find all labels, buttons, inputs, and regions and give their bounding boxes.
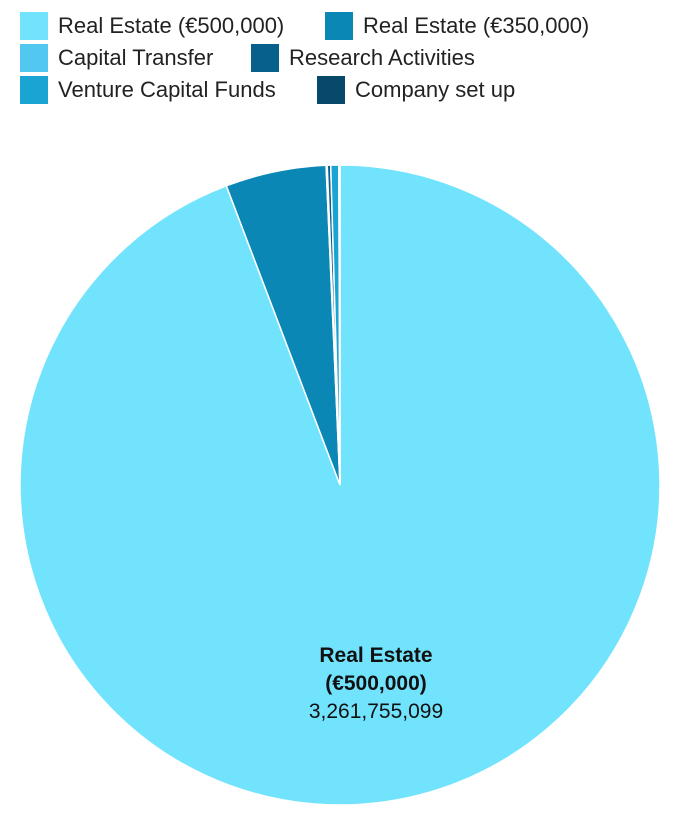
legend-label: Company set up: [355, 77, 516, 102]
legend-item-research-activities[interactable]: Research Activities: [251, 44, 475, 72]
pie-slice-company-set-up[interactable]: [338, 164, 341, 486]
legend-item-capital-transfer[interactable]: Capital Transfer: [20, 44, 251, 72]
legend-label: Real Estate (€350,000): [363, 13, 590, 38]
legend-row: Capital Transfer Research Activities: [20, 42, 660, 74]
slice-label-name-line2: (€500,000): [325, 672, 427, 695]
legend-item-real-estate-350k[interactable]: Real Estate (€350,000): [325, 12, 589, 40]
legend-row: Real Estate (€500,000) Real Estate (€350…: [20, 10, 660, 42]
legend-swatch: [20, 44, 48, 72]
legend-swatch: [20, 76, 48, 104]
legend-swatch: [20, 12, 48, 40]
legend-label: Real Estate (€500,000): [58, 13, 285, 38]
legend-label: Venture Capital Funds: [58, 77, 276, 102]
legend-item-real-estate-500k[interactable]: Real Estate (€500,000): [20, 12, 325, 40]
legend-swatch: [325, 12, 353, 40]
legend-item-company-set-up[interactable]: Company set up: [317, 76, 515, 104]
pie-slices: [19, 164, 661, 806]
legend-label: Capital Transfer: [58, 45, 214, 70]
legend-swatch: [251, 44, 279, 72]
slice-label-value: 3,261,755,099: [309, 700, 443, 723]
legend-swatch: [317, 76, 345, 104]
legend-item-venture-capital-funds[interactable]: Venture Capital Funds: [20, 76, 317, 104]
legend-row: Venture Capital Funds Company set up: [20, 74, 660, 106]
legend-label: Research Activities: [289, 45, 475, 70]
chart-legend: Real Estate (€500,000) Real Estate (€350…: [20, 10, 660, 106]
slice-label-name-line1: Real Estate: [319, 644, 432, 667]
